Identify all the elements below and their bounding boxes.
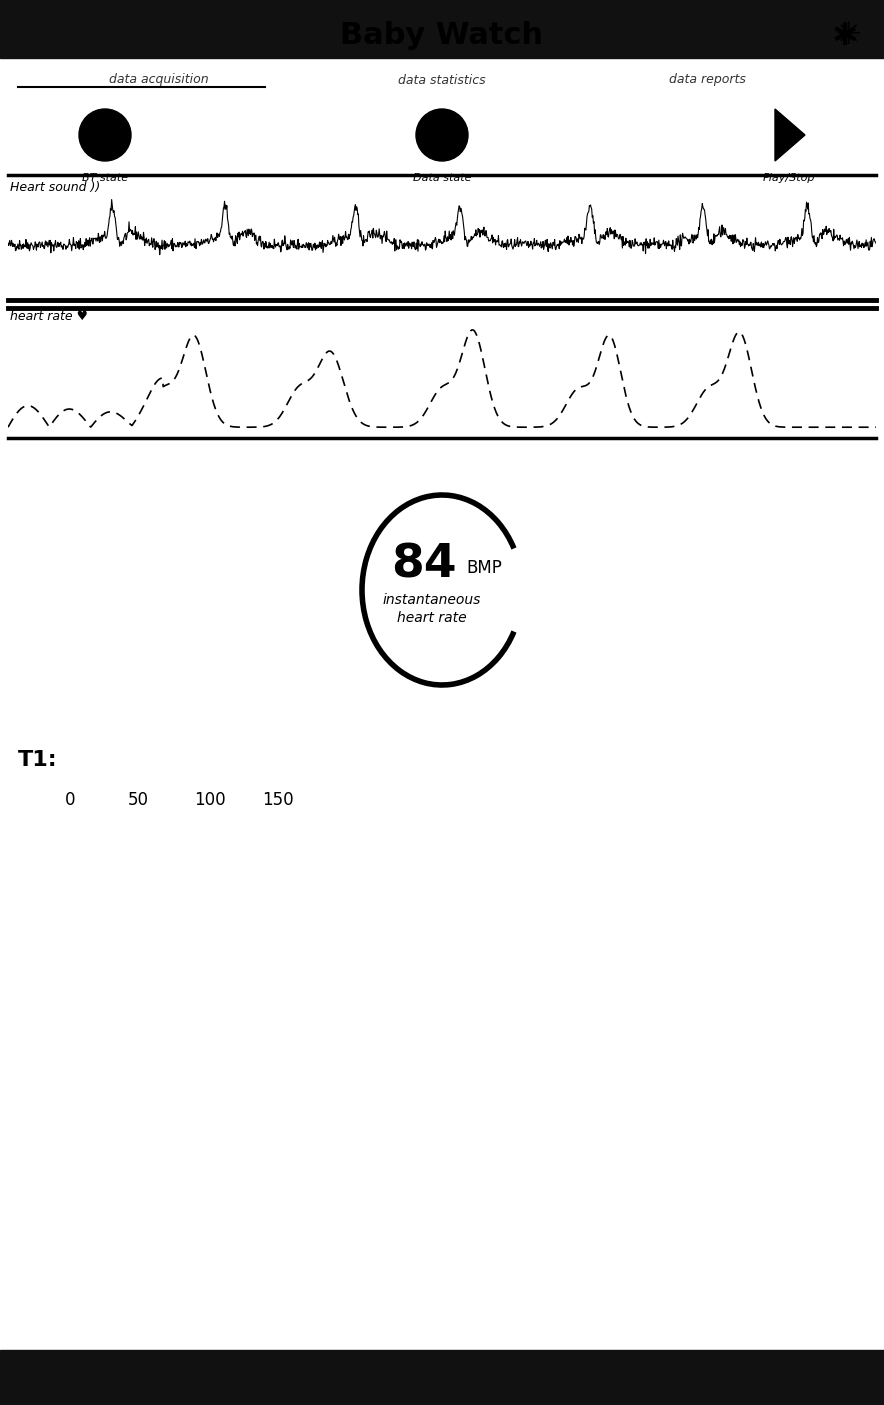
Text: ∗: ∗ — [830, 18, 860, 52]
Text: ✳: ✳ — [835, 21, 861, 51]
Text: heart rate: heart rate — [397, 611, 467, 625]
Text: data reports: data reports — [669, 73, 745, 87]
Text: T1:: T1: — [18, 750, 57, 770]
Text: BMP: BMP — [466, 559, 502, 577]
Bar — [0, 1350, 884, 1405]
Text: 100: 100 — [194, 791, 225, 809]
Text: instantaneous: instantaneous — [383, 593, 481, 607]
Text: data acquisition: data acquisition — [110, 73, 209, 87]
Circle shape — [79, 110, 131, 162]
Text: Heart sound )): Heart sound )) — [10, 181, 100, 194]
Circle shape — [416, 110, 468, 162]
Text: heart rate ♥: heart rate ♥ — [10, 309, 88, 323]
Text: 150: 150 — [263, 791, 293, 809]
Text: BT state: BT state — [82, 173, 128, 183]
Text: 84: 84 — [392, 542, 457, 587]
Text: 0: 0 — [65, 791, 75, 809]
Polygon shape — [775, 110, 805, 162]
Text: 50: 50 — [127, 791, 149, 809]
Bar — [0, 0, 884, 58]
Text: Play/Stop: Play/Stop — [763, 173, 815, 183]
Text: Baby Watch: Baby Watch — [340, 21, 544, 49]
Text: Data state: Data state — [413, 173, 471, 183]
Text: data statistics: data statistics — [398, 73, 486, 87]
